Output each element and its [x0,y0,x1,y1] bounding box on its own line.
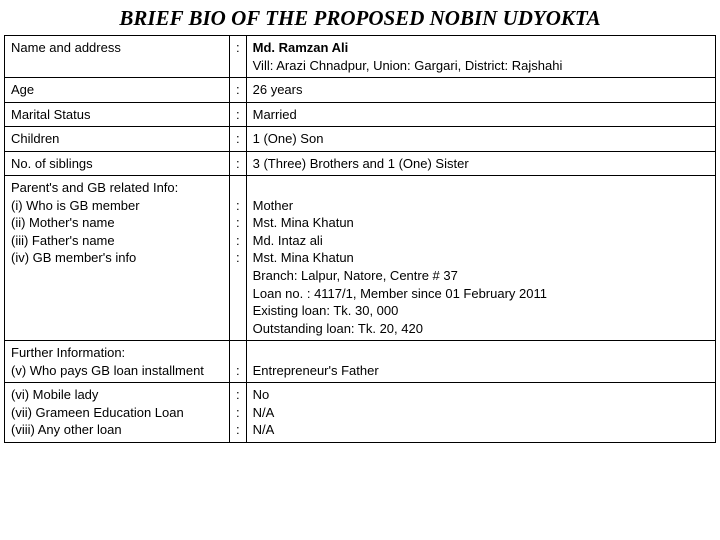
f-vii-label: (vii) Grameen Education Loan [11,404,223,422]
bio-table: Name and address : Md. Ramzan Ali Vill: … [4,35,716,443]
f-vi-val: No [253,386,709,404]
val-further-v: Entrepreneur's Father [246,341,715,383]
p-iv-v4: Existing loan: Tk. 30, 000 [253,302,709,320]
val-children: 1 (One) Son [246,127,715,152]
label-further: Further Information: (v) Who pays GB loa… [5,341,230,383]
val-name: Md. Ramzan Ali Vill: Arazi Chnadpur, Uni… [246,36,715,78]
page-title: BRIEF BIO OF THE PROPOSED NOBIN UDYOKTA [0,0,720,35]
sep-multi: : [230,341,247,383]
val-name-bold: Md. Ramzan Ali [253,40,349,55]
p-iv-v2: Branch: Lalpur, Natore, Centre # 37 [253,267,709,285]
sep: : [230,151,247,176]
label-marital: Marital Status [5,102,230,127]
label-siblings: No. of siblings [5,151,230,176]
val-further-rest: No N/A N/A [246,383,715,443]
p-iii-val: Md. Intaz ali [253,232,709,250]
val-name-sub: Vill: Arazi Chnadpur, Union: Gargari, Di… [253,57,709,75]
val-marital: Married [246,102,715,127]
p-iii-label: (iii) Father's name [11,232,223,250]
p-iv-label: (iv) GB member's info [11,249,223,267]
sep-multi: : : : [230,383,247,443]
p-iv-v5: Outstanding loan: Tk. 20, 420 [253,320,709,338]
f-viii-val: N/A [253,421,709,439]
val-siblings: 3 (Three) Brothers and 1 (One) Sister [246,151,715,176]
sep: : [230,127,247,152]
label-further-rest: (vi) Mobile lady (vii) Grameen Education… [5,383,230,443]
further-header: Further Information: [11,344,223,362]
p-i-val: Mother [253,197,709,215]
sep-multi: : : : : [230,176,247,341]
p-ii-label: (ii) Mother's name [11,214,223,232]
val-age: 26 years [246,78,715,103]
p-i-label: (i) Who is GB member [11,197,223,215]
f-vi-label: (vi) Mobile lady [11,386,223,404]
f-viii-label: (viii) Any other loan [11,421,223,439]
f-v-label: (v) Who pays GB loan installment [11,362,223,380]
p-iv-v3: Loan no. : 4117/1, Member since 01 Febru… [253,285,709,303]
label-name: Name and address [5,36,230,78]
sep: : [230,36,247,78]
label-children: Children [5,127,230,152]
f-v-val: Entrepreneur's Father [253,362,709,380]
sep: : [230,102,247,127]
parent-header: Parent's and GB related Info: [11,179,223,197]
p-iv-v1: Mst. Mina Khatun [253,249,709,267]
label-age: Age [5,78,230,103]
f-vii-val: N/A [253,404,709,422]
p-ii-val: Mst. Mina Khatun [253,214,709,232]
label-parent-info: Parent's and GB related Info: (i) Who is… [5,176,230,341]
sep: : [230,78,247,103]
val-parent-info: Mother Mst. Mina Khatun Md. Intaz ali Ms… [246,176,715,341]
